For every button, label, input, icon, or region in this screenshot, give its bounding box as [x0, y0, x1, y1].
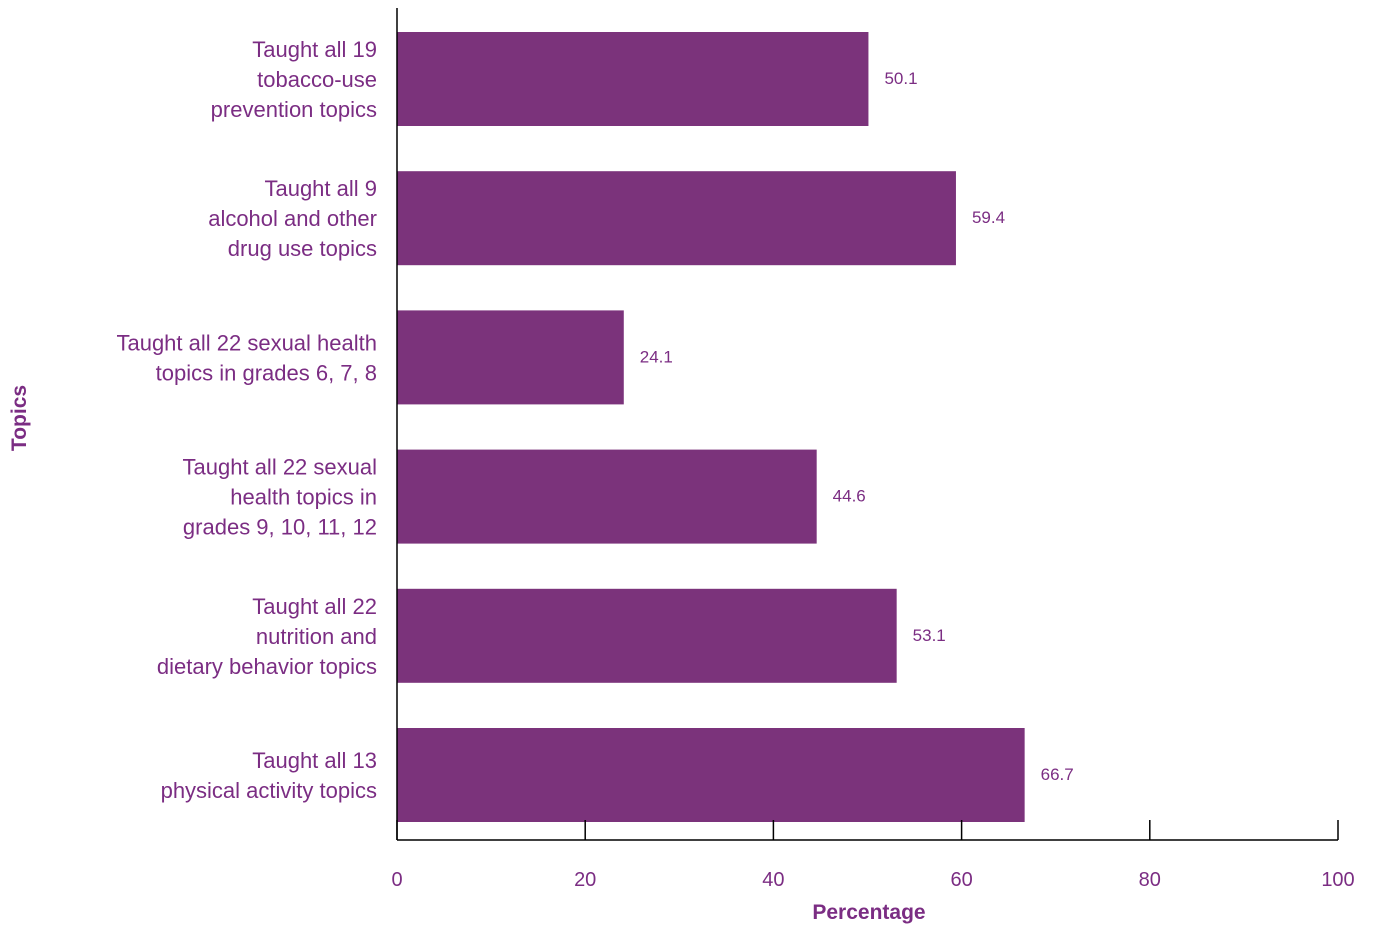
category-label-line: Taught all 9: [264, 176, 377, 201]
x-tick-label: 20: [574, 869, 596, 891]
bar: [397, 588, 897, 683]
category-label: Taught all 22 nutrition and dietary behavi…: [157, 594, 377, 679]
x-tick-label: 100: [1321, 869, 1354, 891]
bar: [397, 728, 1025, 822]
x-tick-label: 0: [391, 869, 402, 891]
category-label-line: grades 9, 10, 11, 12: [183, 515, 377, 540]
category-label-line: Taught all 13: [252, 748, 377, 773]
category-labels-layer: Taught all 19 tobacco-use prevention topic…: [116, 37, 377, 803]
x-axis-title: Percentage: [812, 901, 925, 924]
value-label: 59.4: [972, 208, 1005, 227]
category-label-line: alcohol and other: [208, 206, 377, 231]
category-label-line: Taught all 19: [252, 37, 377, 62]
category-label-line: physical activity topics: [161, 778, 377, 803]
ticks-layer: 0 20 40 60 80 100: [391, 820, 1355, 891]
axes-layer: [396, 8, 1338, 841]
category-label-line: prevention topics: [211, 97, 377, 122]
category-label-line: Taught all 22: [252, 594, 377, 619]
bar: [397, 310, 624, 405]
y-axis-title: Topics: [8, 385, 31, 451]
value-label: 53.1: [913, 626, 946, 645]
category-label: Taught all 9 alcohol and other drug use to…: [208, 176, 377, 261]
x-tick-label: 40: [762, 869, 784, 891]
value-label: 66.7: [1041, 765, 1074, 784]
bar: [397, 32, 869, 126]
category-label-line: Taught all 22 sexual: [183, 455, 377, 480]
value-labels-layer: 50.1 59.4 24.1 44.6 53.1 66.7: [640, 69, 1074, 784]
bars-layer: [397, 32, 1025, 822]
x-tick-label: 80: [1139, 869, 1161, 891]
category-label: Taught all 22 sexual health topics in gra…: [116, 330, 377, 385]
value-label: 24.1: [640, 347, 673, 366]
bar: [397, 171, 956, 266]
category-label-line: tobacco-use: [257, 67, 377, 92]
x-tick-label: 60: [950, 869, 972, 891]
category-label-line: health topics in: [230, 485, 377, 510]
bar: [397, 449, 817, 544]
category-label: Taught all 13 physical activity topics: [161, 748, 377, 803]
category-label: Taught all 19 tobacco-use prevention topic…: [211, 37, 377, 122]
category-label-line: drug use topics: [228, 236, 377, 261]
category-label-line: nutrition and: [256, 624, 377, 649]
category-label-line: dietary behavior topics: [157, 654, 377, 679]
category-label-line: topics in grades 6, 7, 8: [156, 360, 377, 385]
category-label: Taught all 22 sexual health topics in grad…: [183, 455, 377, 540]
category-label-line: Taught all 22 sexual health: [116, 330, 377, 355]
value-label: 44.6: [833, 487, 866, 506]
value-label: 50.1: [884, 69, 917, 88]
